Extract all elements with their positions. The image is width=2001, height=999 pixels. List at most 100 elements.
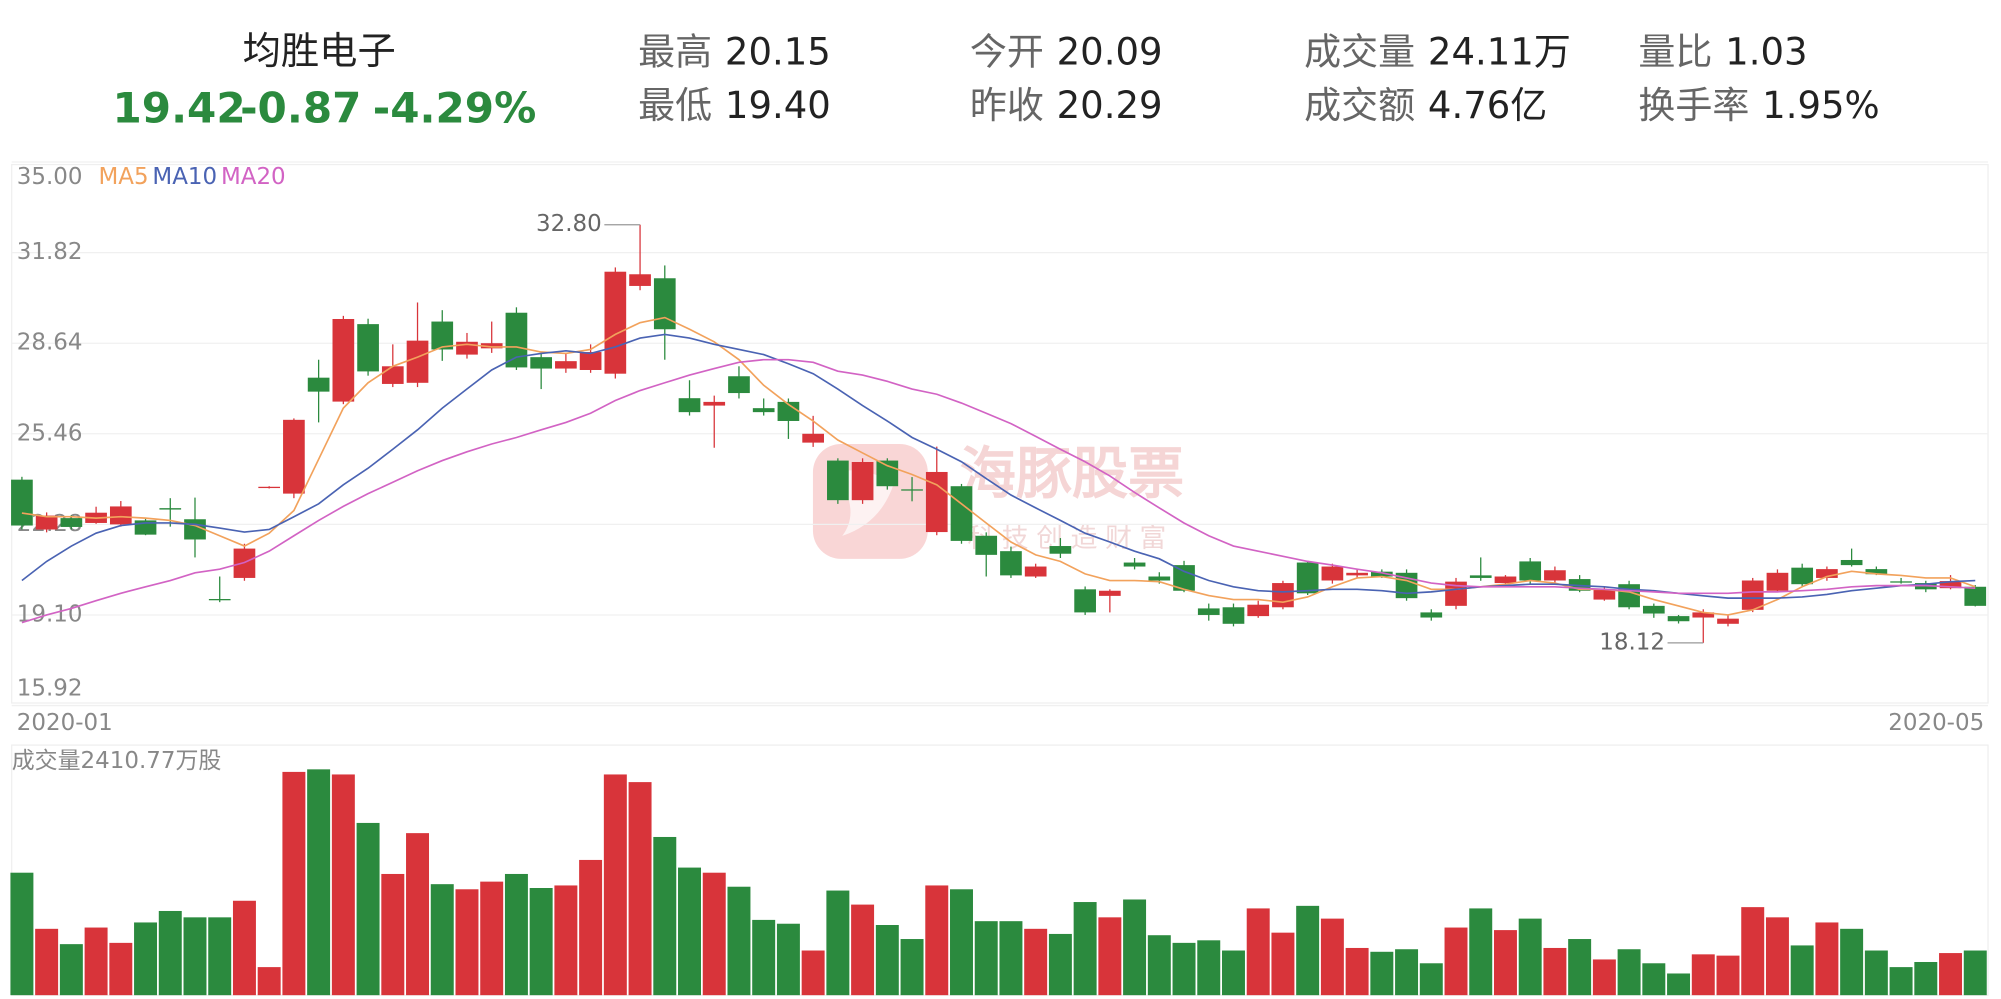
volume-bar <box>801 950 825 996</box>
volume-bar <box>35 928 59 996</box>
annotation: 18.12 <box>1599 629 1665 655</box>
candle-body <box>1692 612 1715 618</box>
candle-body <box>1766 572 1789 591</box>
volume-bar <box>59 944 83 996</box>
volume-bar <box>579 859 603 996</box>
volume-bar <box>1914 961 1938 996</box>
y-tick-label: 31.82 <box>17 239 83 265</box>
candle-body <box>505 312 528 368</box>
ma-line <box>21 358 1976 624</box>
volume-bar <box>776 923 800 996</box>
y-tick-label: 25.46 <box>17 420 83 446</box>
volume-bar <box>504 873 528 996</box>
volume-bar <box>406 833 430 996</box>
candle-body <box>752 408 775 413</box>
candle-body <box>1717 618 1739 624</box>
volume-bar <box>1617 949 1641 996</box>
volume-bar <box>1296 905 1320 996</box>
candle-body <box>851 461 874 501</box>
stat: 昨收 20.29 <box>970 84 1163 127</box>
candle-body <box>283 419 305 494</box>
stat-value: 20.15 <box>725 30 831 73</box>
legend-entry: MA10 <box>152 164 217 190</box>
volume-bar <box>1444 927 1468 996</box>
volume-bar <box>1543 947 1567 996</box>
ma-line <box>21 316 1976 616</box>
stat-label: 昨收 <box>970 84 1044 127</box>
candle-body <box>1099 590 1121 596</box>
stat: 换手率 1.95% <box>1638 84 1879 127</box>
candle-body <box>703 401 726 406</box>
volume-bar <box>1667 973 1691 996</box>
candle-body <box>1741 580 1764 610</box>
candle-body <box>1642 605 1665 614</box>
volume-bar <box>1691 954 1715 996</box>
candle-body <box>258 486 281 489</box>
candle-body <box>1939 581 1962 589</box>
volume-bar <box>109 942 133 996</box>
candle-body <box>1272 583 1294 608</box>
volume-bar <box>1221 950 1245 996</box>
volume-bar <box>282 771 306 996</box>
candle-body <box>1370 571 1393 577</box>
candle-body <box>480 343 503 349</box>
volume-bar <box>1147 935 1171 996</box>
candle-body <box>307 377 330 392</box>
stat-value: 20.29 <box>1057 84 1163 127</box>
legend-entry: MA5 <box>98 164 148 190</box>
x-tick-label: 2020-01 <box>17 710 113 736</box>
volume-bar <box>1048 933 1072 996</box>
volume-bar <box>1568 939 1592 996</box>
stat-label: 量比 <box>1638 30 1712 73</box>
volume-bar <box>1864 950 1888 996</box>
x-tick-label: 2020-05 <box>1888 710 1984 736</box>
candle-body <box>604 271 627 374</box>
stat-label: 最高 <box>638 30 712 73</box>
candle-body <box>1247 604 1270 617</box>
candle-body <box>1296 562 1319 594</box>
candle-body <box>1791 567 1814 585</box>
stat-label: 今开 <box>970 30 1044 73</box>
volume-bar <box>134 922 158 996</box>
candle-body <box>901 489 923 491</box>
candle-body <box>208 599 231 601</box>
volume-bar <box>1741 907 1765 996</box>
volume-bar <box>900 939 924 996</box>
change-percent: -4.29% <box>373 84 537 133</box>
candle-body <box>60 518 83 527</box>
volume-bar <box>10 872 34 996</box>
candle-body <box>1197 608 1220 615</box>
stat: 最高 20.15 <box>638 30 831 73</box>
stat: 最低 19.40 <box>638 84 831 127</box>
candle-body <box>1346 572 1368 576</box>
stat-value: 4.76亿 <box>1428 84 1547 127</box>
volume-bar <box>1197 940 1221 996</box>
legend-entry: MA20 <box>221 164 286 190</box>
volume-bar <box>752 919 776 996</box>
stat: 成交量 24.11万 <box>1304 30 1571 73</box>
volume-bar <box>925 885 949 996</box>
candle-body <box>1173 565 1195 591</box>
volume-bar <box>1370 951 1394 996</box>
change: -0.87 <box>240 84 361 133</box>
volume-bar <box>1320 918 1344 996</box>
candle-body <box>1494 576 1517 584</box>
candle-body <box>1321 566 1344 581</box>
volume-bar <box>1073 902 1097 996</box>
stats: 最高 20.15 最低 19.40 今开 20.09 昨收 20.29 成交量 24.11万成交额… <box>638 30 1880 127</box>
candle-body <box>1840 559 1863 566</box>
volume-bar <box>1098 917 1122 996</box>
annotation: 32.80 <box>536 211 602 237</box>
volume-bar <box>307 769 331 996</box>
volume-bar <box>1469 908 1493 996</box>
candle-body <box>1074 589 1096 613</box>
volume-bar <box>1592 959 1616 996</box>
candle-body <box>653 278 676 330</box>
stat-label: 成交额 <box>1304 84 1415 127</box>
stat-value: 20.09 <box>1057 30 1163 73</box>
stat-value: 24.11万 <box>1428 30 1571 73</box>
volume-bar <box>1716 955 1740 996</box>
stat-value: 19.40 <box>725 84 831 127</box>
candle-body <box>431 321 454 350</box>
